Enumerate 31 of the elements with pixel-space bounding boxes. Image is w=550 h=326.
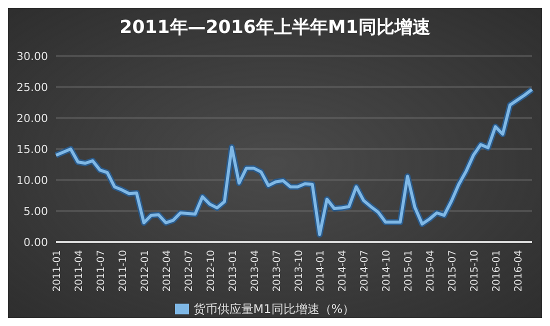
y-tick-label: 15.00 [16, 142, 48, 156]
y-tick-label: 5.00 [24, 204, 48, 218]
x-tick-label: 2014-07 [360, 250, 371, 292]
y-tick-label: 25.00 [16, 80, 48, 94]
x-tick-label: 2015-07 [448, 250, 459, 292]
y-tick-label: 20.00 [16, 112, 48, 125]
x-tick-label: 2011-04 [74, 250, 86, 292]
x-tick-label: 2016-04 [513, 250, 524, 292]
x-tick-label: 2011-07 [96, 250, 108, 292]
x-tick-label: 2014-10 [382, 250, 393, 292]
x-tick-label: 2013-01 [228, 250, 239, 292]
x-tick-label: 2013-07 [272, 250, 283, 292]
x-tick-label: 2015-10 [470, 250, 481, 292]
x-tick-label: 2014-01 [316, 250, 327, 292]
x-tick-label: 2012-10 [206, 250, 217, 292]
chart-title: 2011年—2016年上半年M1同比增速 [118, 16, 432, 40]
x-tick-label: 2012-01 [140, 250, 151, 292]
x-tick-label: 2015-04 [426, 250, 437, 292]
x-tick-label: 2015-01 [404, 250, 415, 292]
x-tick-label: 2013-10 [294, 250, 305, 292]
x-tick-label: 2016-01 [491, 250, 502, 292]
x-tick-label: 2012-07 [184, 250, 195, 292]
y-tick-label: 0.00 [24, 236, 48, 249]
y-tick-label: 10.00 [16, 174, 48, 187]
x-tick-label: 2011-01 [52, 250, 64, 292]
x-tick-label: 2011-10 [118, 250, 130, 292]
x-tick-label: 2012-04 [162, 250, 173, 292]
legend-label: 货币供应量M1同比增速（%） [193, 302, 355, 316]
x-tick-label: 2013-04 [250, 250, 261, 292]
y-tick-label: 30.00 [16, 50, 48, 63]
x-tick-label: 2014-04 [338, 250, 349, 292]
